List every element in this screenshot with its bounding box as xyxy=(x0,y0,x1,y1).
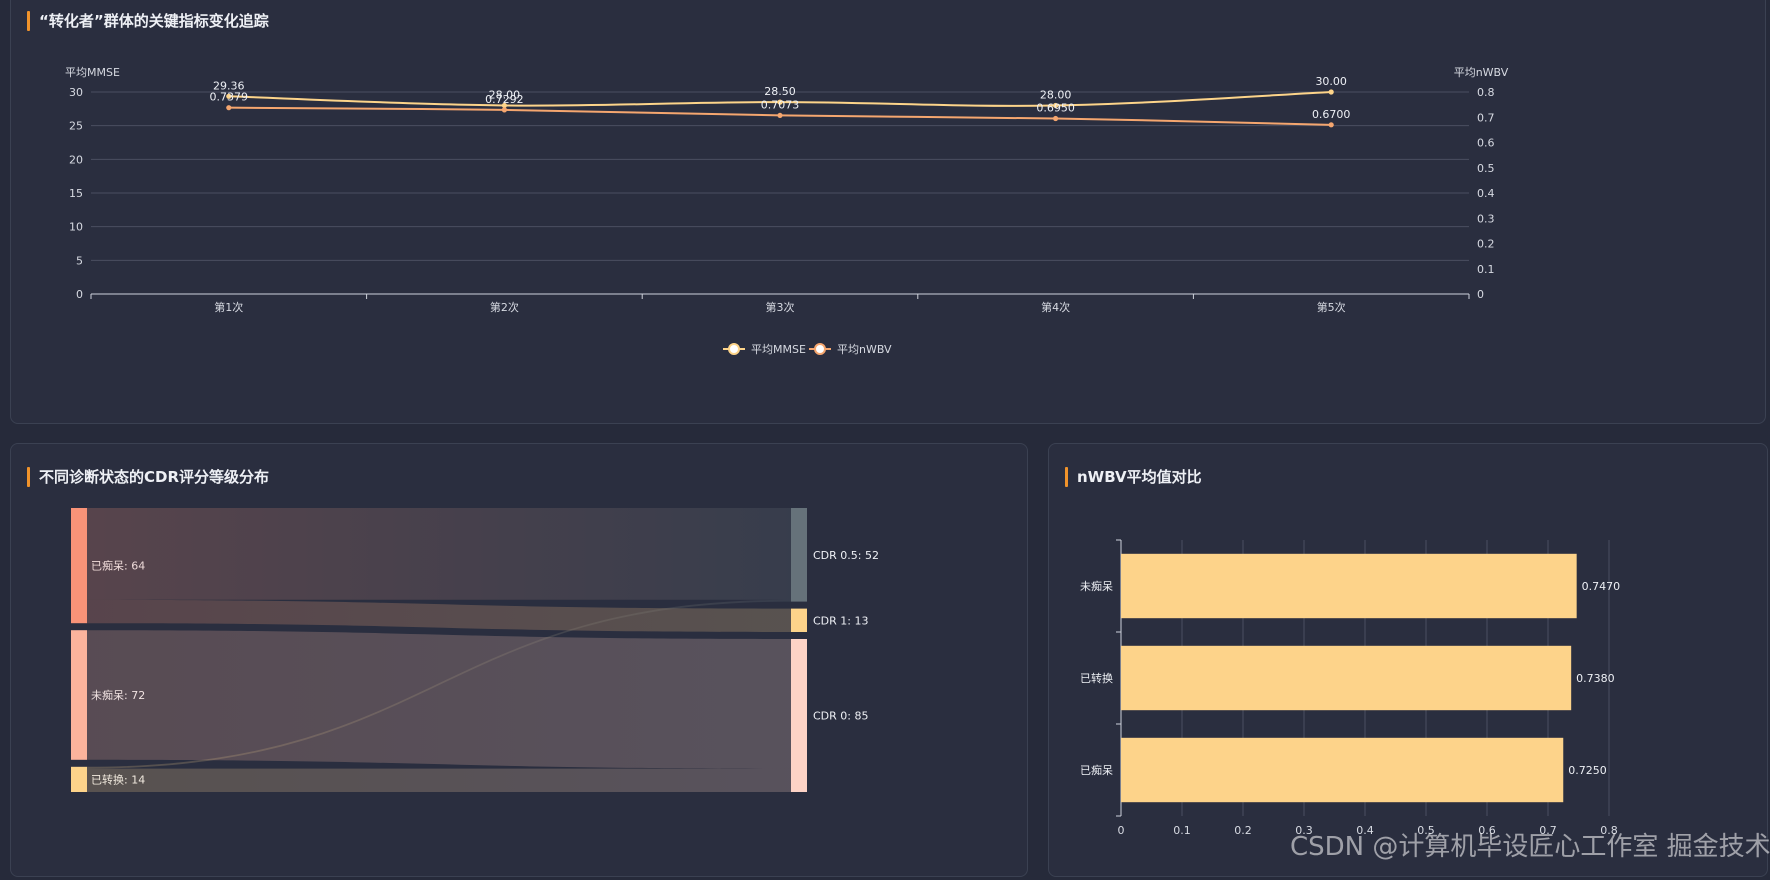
data-label: 0.6950 xyxy=(1036,102,1075,115)
y-left-tick-label: 0 xyxy=(76,288,83,301)
sankey-source-node xyxy=(71,508,87,624)
data-point xyxy=(1053,102,1059,109)
data-label: 0.6700 xyxy=(1312,108,1351,121)
x-tick-label: 第2次 xyxy=(490,300,519,314)
bar-value-label: 0.7250 xyxy=(1568,764,1607,777)
y-right-axis-label: 平均nWBV xyxy=(1454,66,1509,79)
y-left-tick-label: 20 xyxy=(69,153,83,166)
data-label: 28.00 xyxy=(1040,88,1072,101)
bar xyxy=(1121,737,1564,803)
sankey-target-label: CDR 0: 85 xyxy=(813,710,869,723)
data-label: 29.36 xyxy=(213,79,245,92)
sankey-target-node xyxy=(791,508,807,602)
data-point xyxy=(777,99,783,105)
legend-marker xyxy=(728,343,740,355)
y-right-tick-label: 0.7 xyxy=(1477,111,1495,124)
x-tick-label: 第4次 xyxy=(1041,300,1070,314)
sankey-link xyxy=(87,630,791,769)
x-tick-label: 第1次 xyxy=(214,300,243,314)
x-tick-label: 0.1 xyxy=(1173,824,1191,837)
line-chart-panel: “转化者”群体的关键指标变化追踪 0 5 10 15 20 25 30 0 0.1 0.2 0.3 0… xyxy=(10,0,1766,424)
data-label: 0.7073 xyxy=(761,98,800,111)
x-tick-label: 0 xyxy=(1118,824,1125,837)
y-category-label: 已痴呆 xyxy=(1080,763,1113,777)
x-tick-label: 0.5 xyxy=(1417,824,1435,837)
bar xyxy=(1121,553,1577,619)
sankey-link xyxy=(87,508,791,600)
data-label: 0.7292 xyxy=(485,93,524,106)
y-right-tick-label: 0.3 xyxy=(1477,212,1495,225)
legend-label: 平均MMSE xyxy=(751,343,806,356)
bar-chart-panel: nWBV平均值对比 0 0.1 0.2 0.3 0.4 0.5 0.6 0.7 0.8 未痴呆 0.… xyxy=(1048,443,1768,877)
x-tick-label: 0.7 xyxy=(1539,824,1557,837)
sankey-target-node xyxy=(791,639,807,792)
y-category-label: 未痴呆 xyxy=(1080,579,1113,593)
sankey-source-node xyxy=(71,630,87,760)
data-point xyxy=(1328,89,1334,95)
y-left-tick-label: 5 xyxy=(76,254,83,267)
y-right-tick-label: 0.2 xyxy=(1477,238,1495,251)
data-label: 28.50 xyxy=(764,85,796,98)
sankey-source-node xyxy=(71,766,87,792)
line-chart: 0 5 10 15 20 25 30 0 0.1 0.2 0.3 0.4 0.5 0.6 0.7 0.8 平均M… xyxy=(65,66,1509,356)
x-tick-label: 0.8 xyxy=(1600,824,1618,837)
sankey-link xyxy=(87,599,791,632)
data-point xyxy=(1053,115,1059,122)
sankey-panel: 不同诊断状态的CDR评分等级分布 已痴呆: 64 未痴呆: 72 已转换: 14 CD… xyxy=(10,443,1028,877)
sankey-target-node xyxy=(791,608,807,632)
bar-value-label: 0.7380 xyxy=(1576,672,1615,685)
bar-value-label: 0.7470 xyxy=(1582,580,1621,593)
legend-label: 平均nWBV xyxy=(837,343,892,356)
y-right-tick-label: 0.8 xyxy=(1477,86,1495,99)
y-right-tick-label: 0.4 xyxy=(1477,187,1495,200)
y-left-tick-label: 15 xyxy=(69,187,83,200)
x-tick-label: 0.4 xyxy=(1356,824,1374,837)
bar xyxy=(1121,645,1572,711)
data-point xyxy=(226,105,232,111)
line-chart-title: “转化者”群体的关键指标变化追踪 xyxy=(27,10,269,31)
x-tick-label: 第5次 xyxy=(1317,300,1346,314)
bar-chart: 0 0.1 0.2 0.3 0.4 0.5 0.6 0.7 0.8 未痴呆 0.7470 已转换 0.7… xyxy=(1080,539,1621,837)
data-point xyxy=(777,112,783,119)
y-left-axis-label: 平均MMSE xyxy=(65,66,120,79)
y-left-tick-label: 30 xyxy=(69,86,83,99)
data-label: 30.00 xyxy=(1315,75,1347,88)
y-right-tick-label: 0.5 xyxy=(1477,162,1495,175)
x-tick-label: 第3次 xyxy=(766,300,795,314)
x-tick-label: 0.3 xyxy=(1295,824,1313,837)
x-tick-label: 0.2 xyxy=(1234,824,1252,837)
bar-chart-title: nWBV平均值对比 xyxy=(1065,466,1202,487)
x-tick-label: 0.6 xyxy=(1478,824,1496,837)
legend-marker xyxy=(814,343,826,355)
y-left-tick-label: 10 xyxy=(69,221,83,234)
sankey-title: 不同诊断状态的CDR评分等级分布 xyxy=(27,466,269,487)
data-point xyxy=(1328,122,1334,128)
data-point xyxy=(501,107,507,113)
y-right-tick-label: 0 xyxy=(1477,288,1484,301)
sankey-target-label: CDR 0.5: 52 xyxy=(813,549,879,562)
sankey-link xyxy=(87,599,791,769)
data-label: 28.00 xyxy=(489,88,521,101)
data-point xyxy=(226,93,232,99)
data-point xyxy=(501,102,507,109)
sankey-link xyxy=(87,768,791,792)
data-label: 0.7379 xyxy=(210,91,249,104)
y-right-tick-label: 0.6 xyxy=(1477,137,1495,150)
y-category-label: 已转换 xyxy=(1080,671,1113,685)
sankey-target-label: CDR 1: 13 xyxy=(813,614,869,627)
y-left-tick-label: 25 xyxy=(69,120,83,133)
y-right-tick-label: 0.1 xyxy=(1477,263,1495,276)
watermark-text: CSDN @计算机毕设匠心工作室 掘金技术社区 xyxy=(1290,832,1770,862)
